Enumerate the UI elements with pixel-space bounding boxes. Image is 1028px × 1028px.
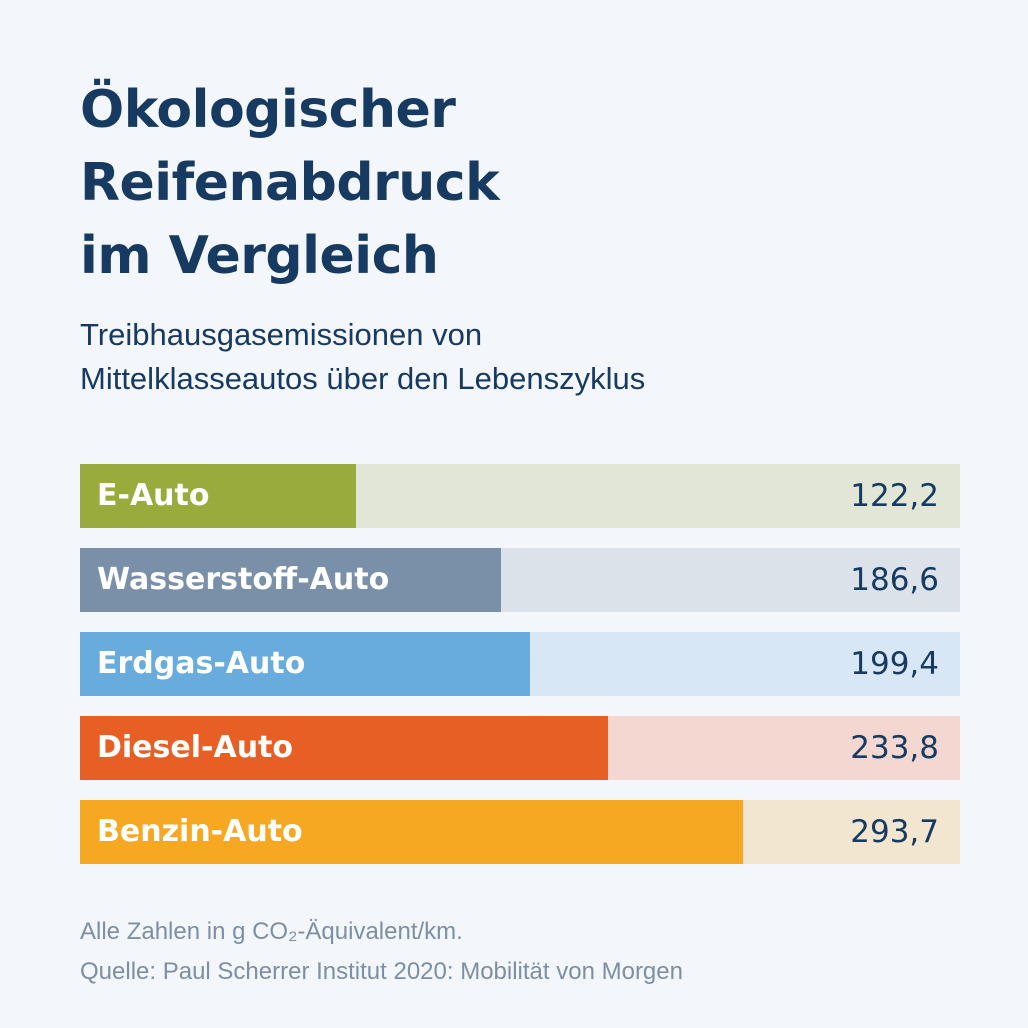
bar-label: Benzin-Auto	[97, 814, 303, 849]
chart-footer: Alle Zahlen in g CO₂-Äquivalent/km. Quel…	[80, 912, 980, 992]
chart-subtitle-line: Treibhausgasemissionen von	[80, 317, 483, 352]
bar	[80, 632, 530, 696]
bar-row: Wasserstoff-Auto 186,6	[80, 548, 960, 612]
bar-row: Diesel-Auto 233,8	[80, 716, 960, 780]
chart-title-line: Ökologischer	[80, 80, 456, 140]
bar-row: Benzin-Auto 293,7	[80, 800, 960, 864]
chart-title-line: im Vergleich	[80, 226, 439, 286]
chart-subtitle-line: Mittelklasseautos über den Lebenszyklus	[80, 361, 646, 396]
bar-row: Erdgas-Auto 199,4	[80, 632, 960, 696]
source-note: Quelle: Paul Scherrer Institut 2020: Mob…	[80, 958, 683, 985]
bar	[80, 464, 356, 528]
bar	[80, 548, 501, 612]
bar-row: E-Auto 122,2	[80, 464, 960, 528]
units-note: Alle Zahlen in g CO₂-Äquivalent/km.	[80, 918, 463, 945]
bar	[80, 716, 608, 780]
data-label: 233,8	[850, 730, 939, 766]
data-label: 122,2	[850, 478, 939, 514]
bar-label: E-Auto	[97, 478, 210, 513]
bar-label: Erdgas-Auto	[97, 646, 306, 681]
data-label: 186,6	[850, 562, 939, 598]
chart-title: Ökologischer Reifenabdruck im Vergleich	[80, 74, 940, 293]
bar-label: Wasserstoff-Auto	[97, 562, 390, 597]
data-label: 199,4	[850, 646, 939, 682]
bar-label: Diesel-Auto	[97, 730, 293, 765]
chart-title-line: Reifenabdruck	[80, 153, 500, 213]
bar-chart: E-Auto 122,2 Wasserstoff-Auto 186,6 Erdgas-A…	[80, 464, 960, 864]
chart-subtitle: Treibhausgasemissionen von Mittelklassea…	[80, 313, 960, 401]
bar	[80, 800, 743, 864]
data-label: 293,7	[850, 814, 939, 850]
